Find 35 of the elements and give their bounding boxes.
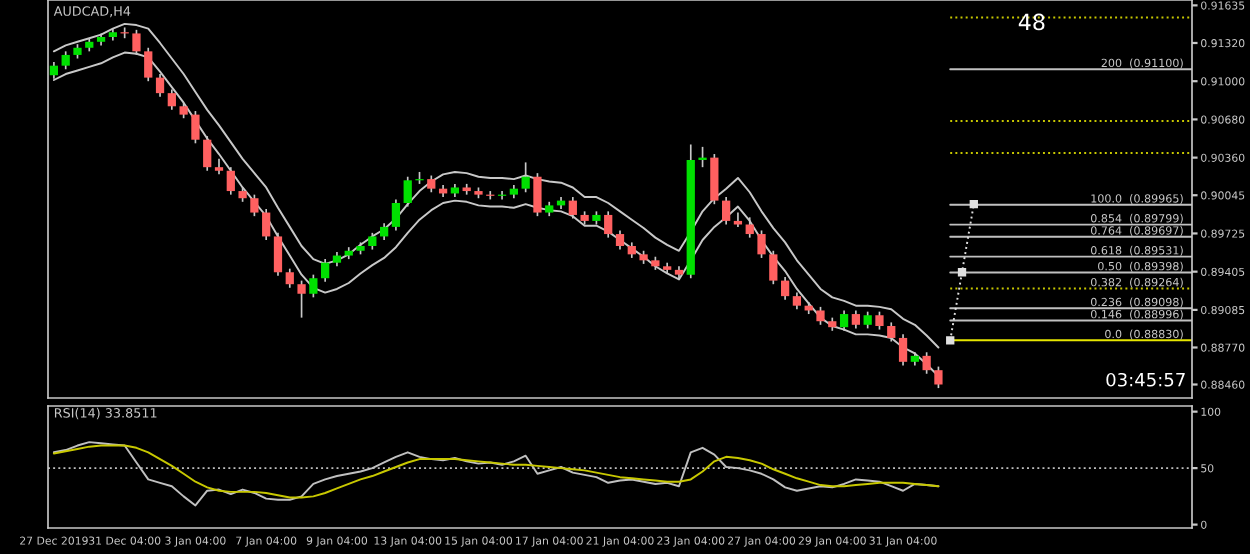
point: [969, 200, 978, 209]
candlestick: [757, 229, 766, 259]
line-series: [52, 22, 940, 349]
candlestick: [321, 258, 330, 283]
candlestick: [887, 321, 896, 343]
point: [957, 268, 967, 277]
candlestick: [533, 172, 542, 217]
candlestick: [780, 276, 790, 301]
candlestick: [839, 309, 849, 332]
candlestick: [273, 232, 283, 277]
candlestick: [898, 333, 908, 367]
candlestick: [226, 166, 235, 196]
candlestick: [297, 279, 306, 319]
candlestick: [568, 196, 577, 220]
annotation: 03:45:57: [1106, 372, 1185, 387]
candlestick: [285, 267, 294, 289]
candlestick: [250, 193, 259, 217]
annotation: 48: [1018, 13, 1045, 31]
candlestick: [604, 210, 613, 239]
candlestick: [769, 249, 778, 286]
candlestick: [403, 175, 412, 208]
candlestick: [722, 196, 731, 226]
candlestick: [745, 216, 754, 239]
candlestick: [521, 161, 530, 194]
candlestick: [710, 153, 719, 206]
candlestick: [203, 135, 212, 172]
candlestick: [309, 273, 318, 299]
candlestick: [191, 110, 200, 145]
candlestick: [167, 88, 176, 111]
candlestick: [262, 208, 271, 241]
candlestick: [615, 229, 625, 251]
candlestick: [698, 146, 707, 169]
candlestick: [391, 198, 401, 232]
point: [946, 336, 955, 345]
candlestick: [155, 73, 165, 98]
